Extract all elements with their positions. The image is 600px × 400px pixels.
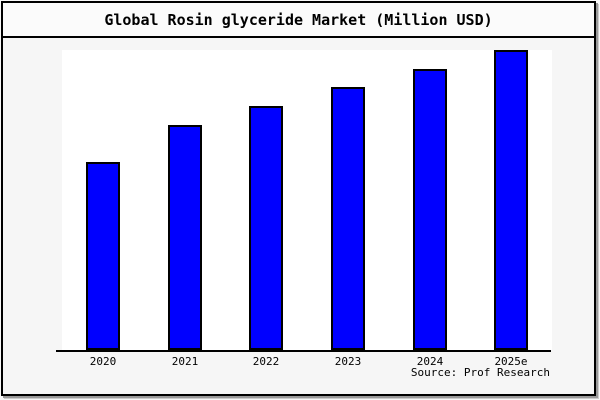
x-tick-label-2023: 2023: [334, 355, 362, 368]
x-axis-line: [56, 350, 551, 352]
bar-2022: [249, 106, 283, 350]
source-note: Source: Prof Research: [410, 366, 550, 379]
chart-title-bar: Global Rosin glyceride Market (Million U…: [3, 3, 594, 38]
plot-area: [62, 50, 552, 350]
bar-2021: [168, 125, 202, 350]
chart-title: Global Rosin glyceride Market (Million U…: [104, 10, 493, 29]
x-tick-label-2021: 2021: [171, 355, 199, 368]
x-tick-label-2025e: 2025e: [494, 355, 528, 368]
bar-2025e: [494, 50, 528, 350]
x-tick-label-2020: 2020: [89, 355, 117, 368]
x-tick-label-2024: 2024: [416, 355, 444, 368]
chart-frame: Global Rosin glyceride Market (Million U…: [1, 1, 596, 396]
bar-2020: [86, 162, 120, 350]
bar-2023: [331, 87, 365, 350]
bar-2024: [413, 69, 447, 350]
x-tick-label-2022: 2022: [252, 355, 280, 368]
